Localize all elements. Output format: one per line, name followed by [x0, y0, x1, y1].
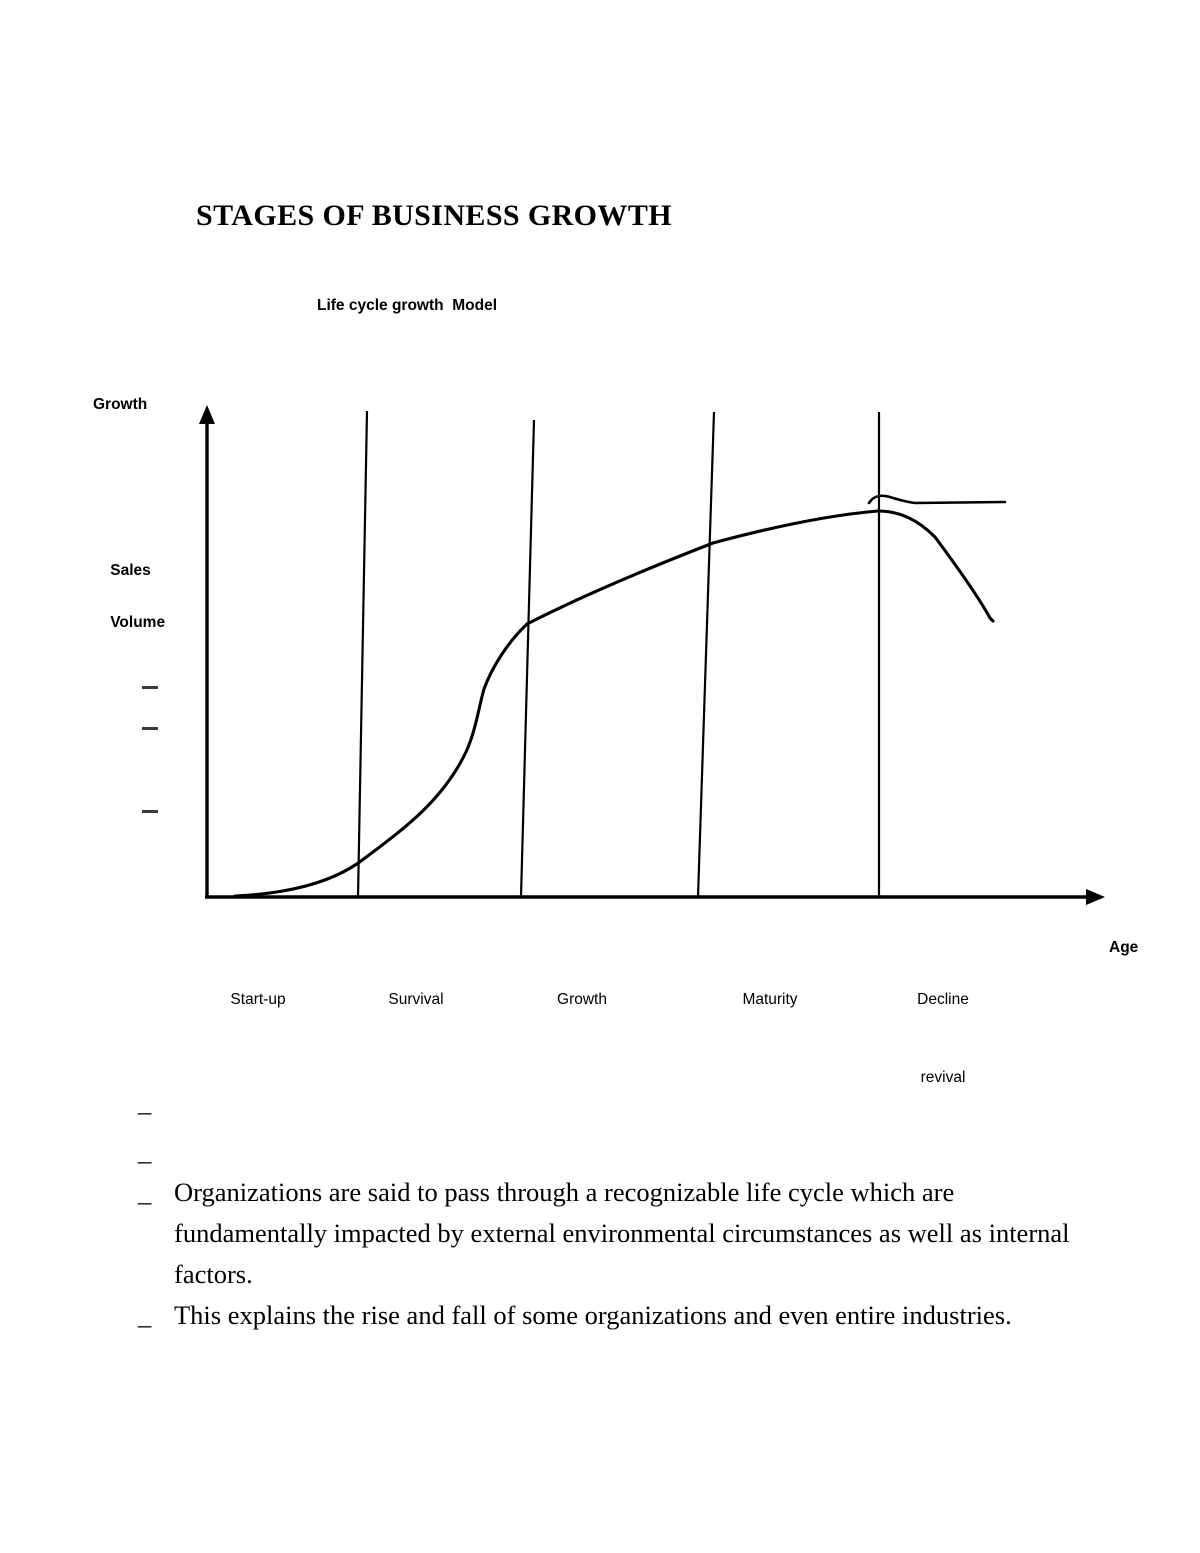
stage-label-line1: Survival [388, 991, 444, 1008]
bullet-marker: _ [138, 1300, 152, 1330]
body-bullet-list: _ _ _ Organizations are said to pass thr… [138, 1082, 1078, 1336]
y-axis [199, 405, 215, 897]
page-title: STAGES OF BUSINESS GROWTH [196, 199, 672, 232]
list-item: _ [138, 1082, 1078, 1123]
figure-subtitle: Life cycle growth Model [317, 297, 497, 314]
stage-label-line1: Start-up [230, 991, 286, 1008]
x-axis-label-age: Age [1109, 939, 1139, 956]
y-axis-label-sales-volume: Sales Volume [93, 532, 165, 662]
bullet-marker: _ [138, 1087, 152, 1117]
stage-label-survival: Survival [388, 935, 443, 1065]
bullet-text: Organizations are said to pass through a… [174, 1177, 1070, 1289]
y-axis-label-growth: Growth [93, 396, 148, 413]
stage-label-decline-revival: Decline revival [917, 935, 969, 1143]
y-axis-tick-1 [142, 686, 158, 689]
stage-label-line1: Maturity [742, 991, 798, 1008]
y-axis-label-sales-line1: Sales [110, 562, 151, 579]
list-item: _ This explains the rise and fall of som… [138, 1295, 1078, 1336]
x-axis [205, 889, 1105, 905]
stage-divider-lines [356, 410, 881, 898]
life-cycle-curve [233, 509, 995, 898]
revival-line [867, 494, 1007, 505]
bullet-marker: _ [138, 1177, 152, 1207]
list-item: _ Organizations are said to pass through… [138, 1172, 1078, 1295]
y-axis-tick-3 [142, 810, 158, 813]
stage-divider-1 [356, 410, 369, 898]
stage-divider-3 [696, 411, 716, 898]
stage-label-start-up: Start-up [230, 935, 285, 1065]
bullet-text [174, 1131, 1078, 1132]
y-axis-tick-2 [142, 727, 158, 730]
stage-divider-2 [519, 419, 536, 898]
stage-label-line2: revival [920, 1069, 966, 1086]
bullet-text: This explains the rise and fall of some … [174, 1300, 1012, 1330]
stage-label-line1: Decline [917, 991, 969, 1008]
list-item: _ [138, 1131, 1078, 1172]
bullet-text [174, 1082, 1078, 1083]
stage-label-growth: Growth [557, 935, 607, 1065]
stage-label-maturity: Maturity [742, 935, 797, 1065]
bullet-marker: _ [138, 1136, 152, 1166]
stage-label-line1: Growth [557, 991, 607, 1008]
y-axis-label-sales-line2: Volume [110, 614, 166, 631]
